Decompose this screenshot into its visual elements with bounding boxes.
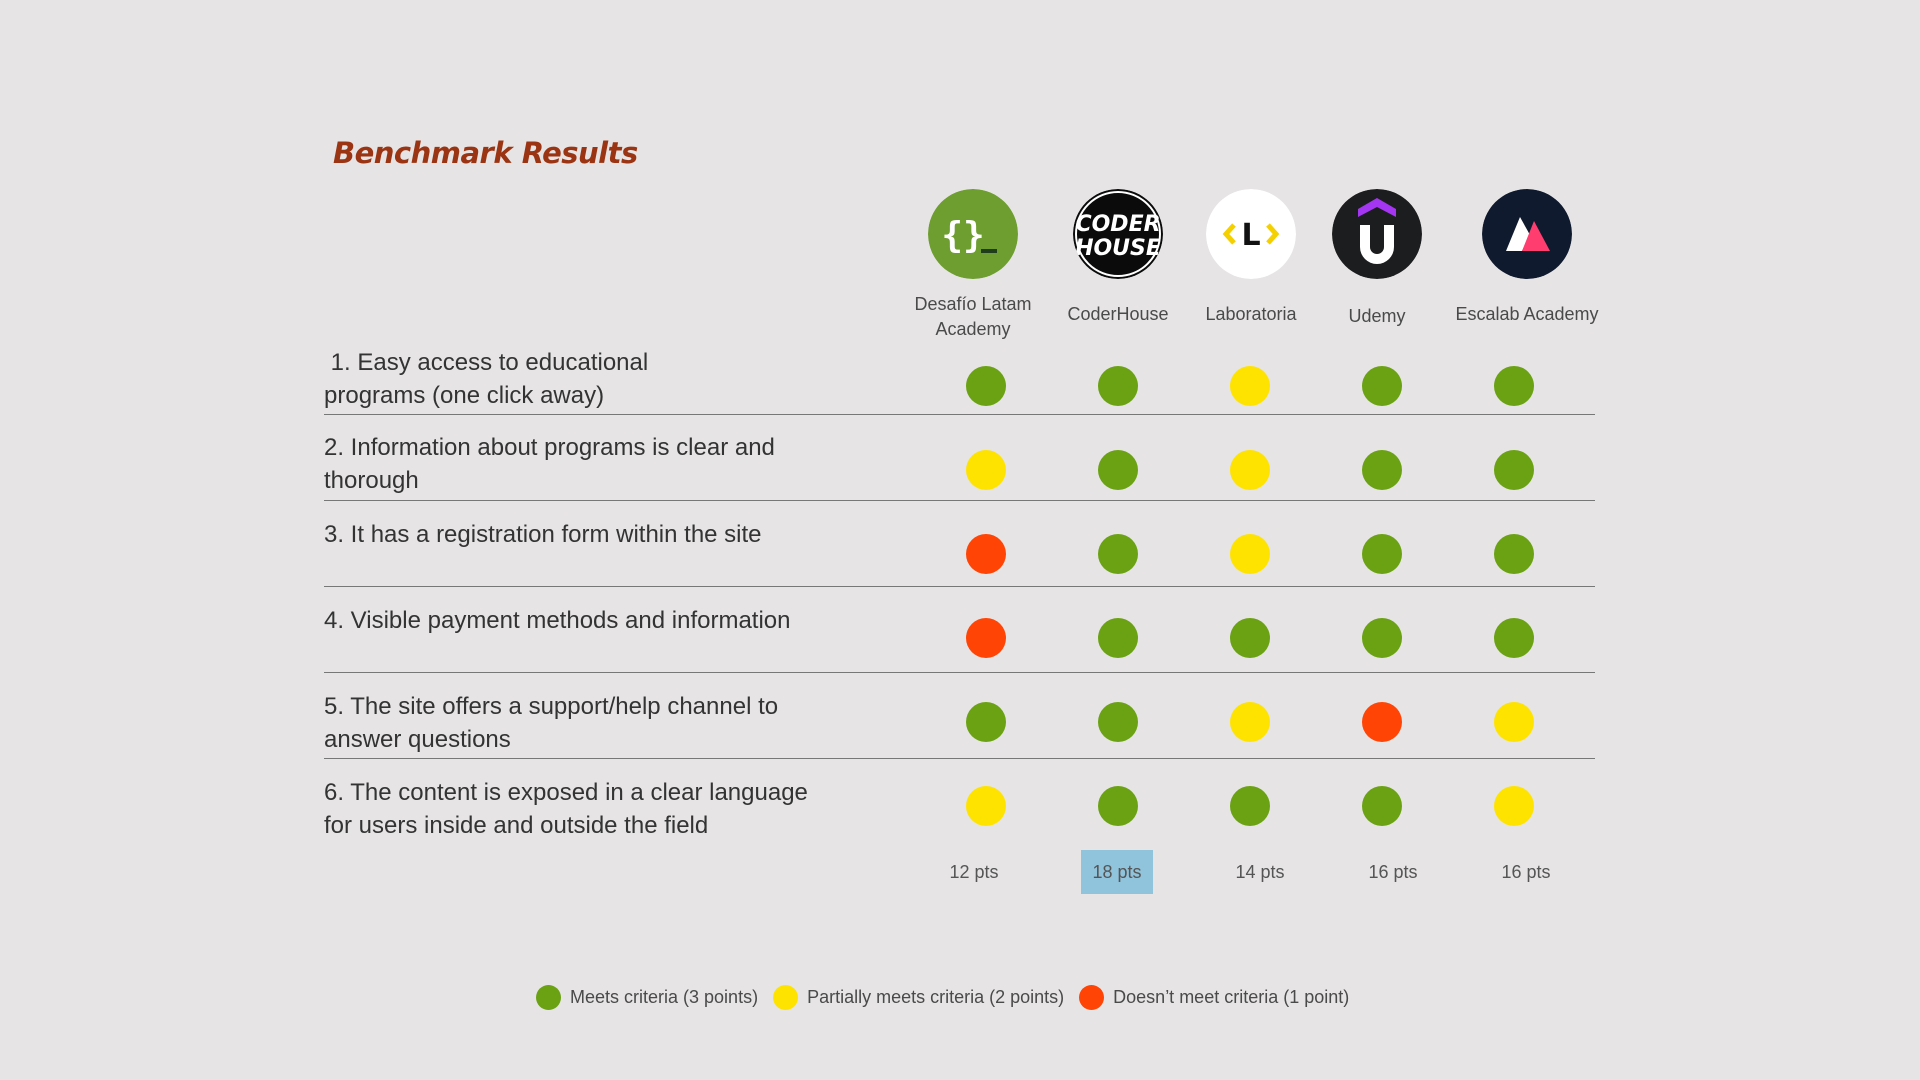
green-dot-icon [536,984,561,1010]
legend: Meets criteria (3 points) Partially meet… [536,982,1364,1012]
coderhouse-logo-icon: CODER HOUSE [1073,189,1163,279]
row-divider [324,414,1595,415]
legend-item-partial: Partially meets criteria (2 points) [773,984,1065,1010]
rating-dot-meets [1098,786,1138,826]
laboratoria-logo-icon: L [1206,189,1296,279]
score-total: 12 pts [949,862,999,882]
rating-dot-partial [966,786,1006,826]
rating-dot-fails [966,618,1006,658]
row-divider [324,758,1595,759]
svg-text:L: L [1241,218,1260,253]
rating-dot-partial [1494,786,1534,826]
rating-dot-partial [1230,450,1270,490]
column-name: CoderHouse [1067,304,1169,324]
legend-label: Partially meets criteria (2 points) [807,986,1065,1007]
rating-dot-meets [1494,534,1534,574]
criterion-label: 3. It has a registration form within the… [324,521,762,548]
rating-dot-meets [1230,786,1270,826]
rating-dot-meets [1098,702,1138,742]
escalab-logo-icon [1482,189,1572,279]
rating-dot-fails [966,534,1006,574]
criterion-label: 6. The content is exposed in a clear lan… [324,779,808,839]
rating-dot-meets [1098,618,1138,658]
rating-dot-meets [1362,534,1402,574]
rating-dot-partial [1230,366,1270,406]
rating-dot-meets [1494,618,1534,658]
column-name: Escalab Academy [1455,304,1599,324]
svg-text:{}: {} [941,215,984,256]
rating-dot-meets [1230,618,1270,658]
rating-dot-meets [1494,450,1534,490]
rating-dot-fails [1362,702,1402,742]
rating-dot-meets [1494,366,1534,406]
criterion-label: 5. The site offers a support/help channe… [324,693,779,753]
score-total: 16 pts [1501,862,1551,882]
column-name: Desafío Latam Academy [914,294,1032,339]
legend-label: Doesn’t meet criteria (1 point) [1113,986,1350,1007]
svg-text:CODER: CODER [1075,212,1160,237]
criterion-label: 1. Easy access to educational programs (… [324,349,649,409]
page-title: Benchmark Results [333,136,638,170]
curly-braces-logo-icon: {} [928,189,1018,279]
rating-dot-meets [1098,366,1138,406]
udemy-logo-icon [1332,189,1422,279]
score-total: 16 pts [1368,862,1418,882]
criterion-label: 4. Visible payment methods and informati… [324,607,791,634]
row-divider [324,586,1595,587]
row-divider [324,672,1595,673]
legend-label: Meets criteria (3 points) [570,986,759,1007]
yellow-dot-icon [773,984,799,1010]
rating-dot-partial [1230,702,1270,742]
row-divider [324,500,1595,501]
rating-dot-meets [1362,786,1402,826]
red-dot-icon [1079,984,1105,1010]
legend-item-fails: Doesn’t meet criteria (1 point) [1079,984,1350,1010]
rating-dot-meets [1362,450,1402,490]
rating-dot-partial [1494,702,1534,742]
score-total-best: 18 pts [1081,850,1153,894]
legend-item-meets: Meets criteria (3 points) [536,984,759,1010]
rating-dot-partial [1230,534,1270,574]
rating-dot-meets [966,366,1006,406]
rating-dot-meets [1362,618,1402,658]
criterion-label: 2. Information about programs is clear a… [324,434,775,494]
score-total: 14 pts [1235,862,1285,882]
rating-dot-meets [1098,534,1138,574]
column-name: Laboratoria [1205,304,1297,324]
rating-dot-meets [1098,450,1138,490]
rating-dot-meets [966,702,1006,742]
svg-text:HOUSE: HOUSE [1075,236,1161,261]
rating-dot-meets [1362,366,1402,406]
column-name: Udemy [1348,306,1406,326]
rating-dot-partial [966,450,1006,490]
